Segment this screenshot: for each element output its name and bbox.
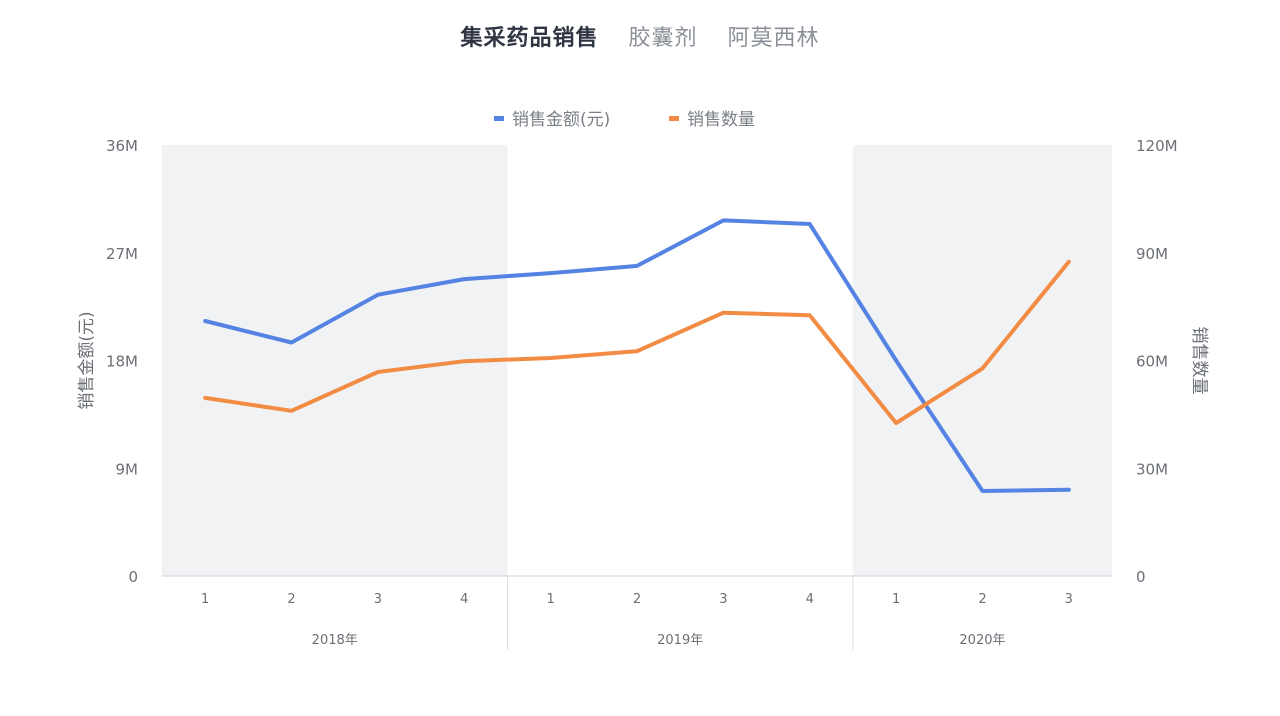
y-left-axis-title: 销售金额(元) bbox=[77, 311, 97, 409]
x-tick-label: 3 bbox=[719, 592, 727, 607]
y-left-tick-label: 18M bbox=[106, 353, 138, 371]
x-tick-label: 3 bbox=[1065, 592, 1073, 607]
x-tick-label: 2 bbox=[633, 592, 641, 607]
y-right-tick-label: 0 bbox=[1136, 568, 1146, 586]
year-label: 2020年 bbox=[959, 633, 1005, 648]
y-right-tick-label: 90M bbox=[1136, 245, 1168, 263]
x-tick-label: 2 bbox=[287, 592, 295, 607]
legend-swatch-0 bbox=[494, 116, 504, 121]
year-label: 2019年 bbox=[657, 633, 703, 648]
x-tick-label: 4 bbox=[806, 592, 814, 607]
y-right-tick-label: 30M bbox=[1136, 460, 1168, 478]
y-left-tick-label: 27M bbox=[106, 245, 138, 263]
legend-swatch-1 bbox=[669, 116, 679, 121]
y-right-tick-label: 120M bbox=[1136, 137, 1178, 155]
x-tick-label: 1 bbox=[546, 592, 554, 607]
x-tick-label: 1 bbox=[201, 592, 209, 607]
x-tick-label: 4 bbox=[460, 592, 468, 607]
y-right-axis-title: 销售数量 bbox=[1189, 327, 1209, 395]
series-line-1 bbox=[203, 259, 1071, 425]
y-left-tick-label: 9M bbox=[116, 460, 139, 478]
year-band-2 bbox=[852, 145, 1112, 576]
legend-label-1: 销售数量 bbox=[687, 110, 755, 130]
chart-title-sub-drug: 阿莫西林 bbox=[727, 26, 820, 51]
chart-title-main: 集采药品销售 bbox=[460, 26, 599, 51]
x-tick-label: 3 bbox=[374, 592, 382, 607]
x-tick-label: 1 bbox=[892, 592, 900, 607]
chart-title-sub-dosage: 胶囊剂 bbox=[628, 26, 698, 51]
y-left-tick-label: 36M bbox=[106, 137, 138, 155]
year-label: 2018年 bbox=[312, 633, 358, 648]
year-band-0 bbox=[162, 145, 508, 576]
legend-label-0: 销售金额(元) bbox=[512, 110, 610, 130]
x-tick-label: 2 bbox=[978, 592, 986, 607]
y-right-tick-label: 60M bbox=[1136, 353, 1168, 371]
chart-title: 集采药品销售 胶囊剂 阿莫西林 bbox=[0, 20, 1280, 52]
y-left-tick-label: 0 bbox=[128, 568, 138, 586]
